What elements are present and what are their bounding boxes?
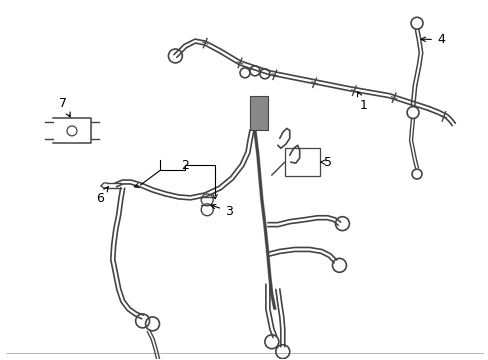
Text: 6: 6 xyxy=(96,186,108,205)
Bar xyxy=(284,148,319,176)
Bar xyxy=(249,96,267,130)
Text: 2: 2 xyxy=(181,159,189,172)
Text: 3: 3 xyxy=(211,204,232,218)
Text: 5: 5 xyxy=(323,156,331,168)
Text: 1: 1 xyxy=(357,92,366,112)
Text: 7: 7 xyxy=(59,96,70,117)
Text: 4: 4 xyxy=(420,33,444,46)
